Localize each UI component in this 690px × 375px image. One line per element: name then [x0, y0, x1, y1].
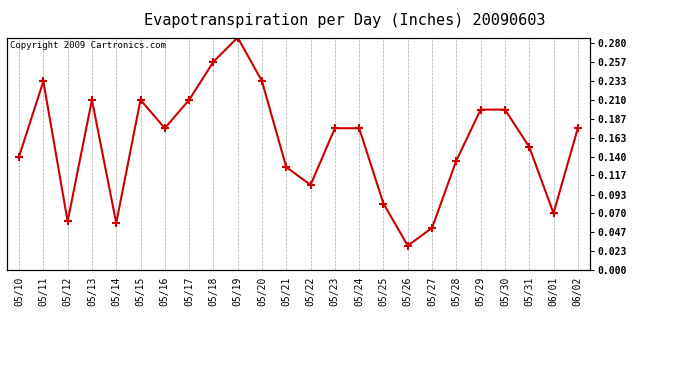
Text: Evapotranspiration per Day (Inches) 20090603: Evapotranspiration per Day (Inches) 2009… [144, 13, 546, 28]
Text: Copyright 2009 Cartronics.com: Copyright 2009 Cartronics.com [10, 41, 166, 50]
